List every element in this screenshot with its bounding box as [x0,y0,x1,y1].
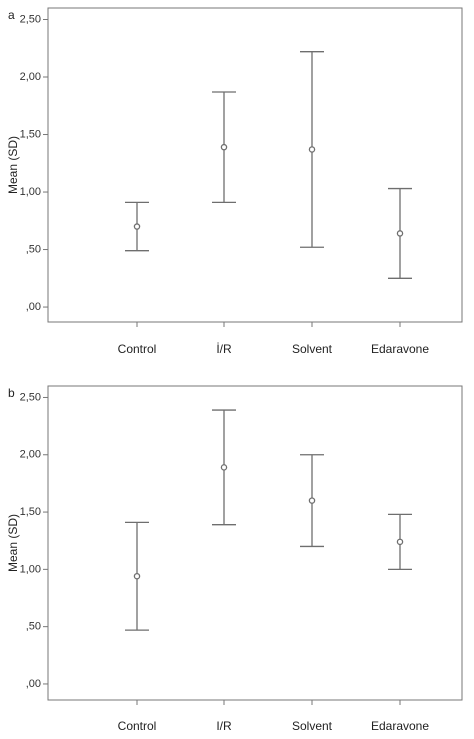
y-tick-label: ,00 [26,678,41,690]
y-axis-label: Mean (SD) [6,136,20,194]
mean-marker [308,146,316,153]
y-tick-label: ,50 [26,243,41,255]
x-tick-label: Control [118,342,157,356]
x-tick-label: Solvent [292,719,333,733]
mean-marker [396,538,404,546]
mean-marker [133,223,141,230]
x-tick-label: I/R [216,719,232,733]
y-tick-label: 1,00 [20,563,41,575]
panel-label: a [8,8,15,22]
mean-marker [220,464,228,471]
panel-label: b [8,386,15,400]
y-tick-label: 2,50 [20,391,41,403]
plot-frame [47,7,463,323]
mean-marker [133,572,141,580]
y-tick-label: 1,50 [20,506,41,518]
plot-frame [47,385,463,701]
mean-marker [220,143,228,151]
x-tick-label: Control [118,719,157,733]
x-tick-label: Solvent [292,342,333,356]
mean-marker [396,230,404,237]
x-tick-label: Edaravone [371,342,429,356]
y-tick-label: 1,00 [20,186,41,198]
y-tick-label: 2,00 [20,71,41,83]
y-tick-label: 2,00 [20,449,41,461]
y-tick-label: 1,50 [20,128,41,140]
y-axis-label: Mean (SD) [6,514,20,572]
y-tick-label: ,50 [26,621,41,633]
x-tick-label: İ/R [216,342,232,356]
x-tick-label: Edaravone [371,719,429,733]
mean-marker [308,497,316,504]
y-tick-label: ,00 [26,301,41,313]
y-tick-label: 2,50 [20,13,41,25]
